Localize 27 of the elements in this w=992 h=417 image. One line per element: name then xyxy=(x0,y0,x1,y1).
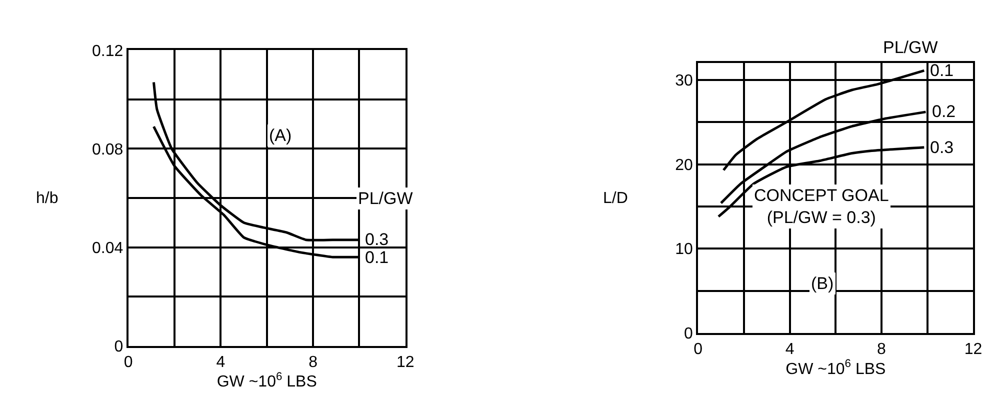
annotation: CONCEPT GOAL (PL/GW = 0.3) xyxy=(754,186,889,228)
x-tick-label: 12 xyxy=(396,354,414,371)
y-tick-label: 10 xyxy=(675,241,694,258)
y-axis-title: L/D xyxy=(603,190,628,207)
x-axis-title: GW ~10$^{6}$ LBS xyxy=(786,358,886,378)
y-axis-title: h/b xyxy=(36,190,58,207)
series-label: 0.2 xyxy=(932,102,956,121)
annotation: (B) xyxy=(811,274,834,293)
x-tick-label: 8 xyxy=(308,354,318,371)
y-tick-label: 0 xyxy=(684,326,694,343)
annotation: PL/GW xyxy=(358,189,413,208)
x-tick-label: 8 xyxy=(877,341,886,358)
series-label: 0.3 xyxy=(365,230,389,249)
y-tick-label: 0.08 xyxy=(92,141,124,158)
x-tick-label: 4 xyxy=(216,354,226,371)
x-axis-title: GW ~10$^{6}$ LBS xyxy=(216,371,317,391)
x-tick-label: 12 xyxy=(964,341,982,358)
text: PL/GW xyxy=(883,38,938,57)
series-label: 0.1 xyxy=(365,248,389,267)
series-label: 0.1 xyxy=(930,61,954,80)
x-tick-label: 4 xyxy=(785,341,794,358)
y-tick-label: 0.04 xyxy=(92,240,124,257)
series-label: 0.3 xyxy=(930,138,954,157)
y-tick-label: 30 xyxy=(675,72,694,90)
y-tick-label: 0.12 xyxy=(92,42,124,60)
annotation: (A) xyxy=(269,126,292,145)
y-tick-label: 20 xyxy=(675,156,694,174)
